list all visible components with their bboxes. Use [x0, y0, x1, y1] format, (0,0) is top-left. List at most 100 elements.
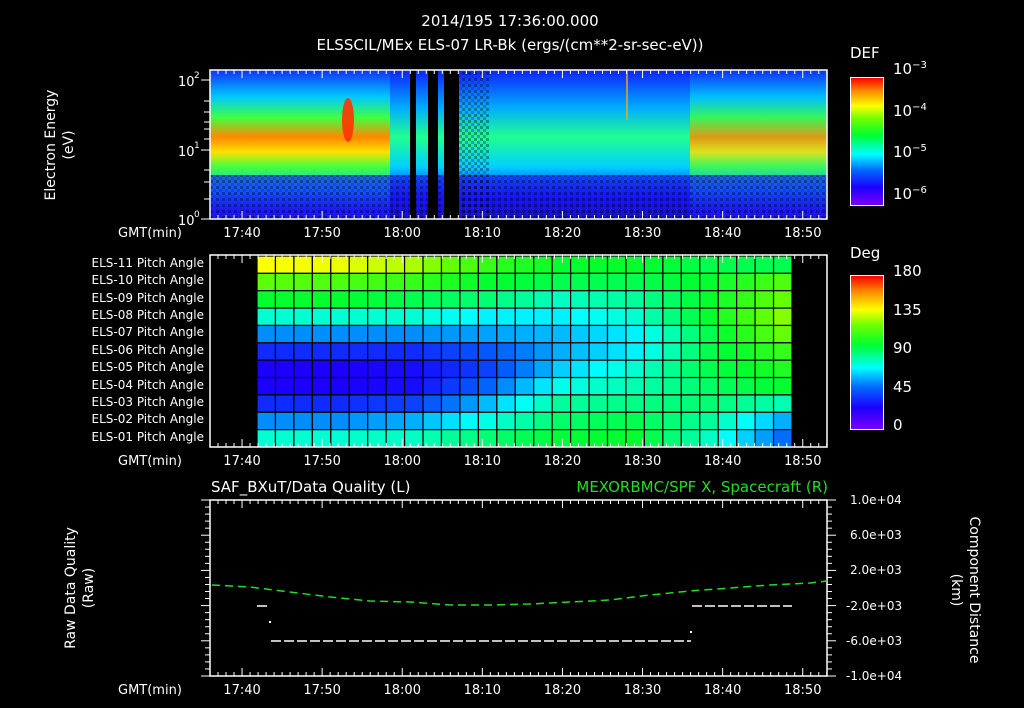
colorbar-tick-label: 45	[893, 377, 913, 396]
pitch-cell	[348, 429, 369, 448]
pitch-cell	[477, 272, 498, 292]
pitch-row-label: ELS-09 Pitch Angle	[91, 290, 204, 305]
time-tick-label: 18:10	[463, 454, 502, 469]
time-tick-label: 17:40	[223, 683, 261, 698]
pitch-cell	[367, 376, 387, 396]
pitch-cell	[662, 307, 682, 327]
pitch-row-label: ELS-06 Pitch Angle	[91, 342, 204, 357]
pitch-cell	[588, 359, 609, 379]
pitch-cell	[588, 290, 609, 309]
time-axis-1: GMT(min) 17:40 17:50 18:00 18:10 18:20 18:30 18…	[0, 226, 1024, 246]
right-ytick-label: -6.0e+03	[846, 633, 903, 648]
pitch-cell	[348, 359, 369, 379]
pitch-cell	[533, 272, 553, 292]
pitch-cell	[699, 376, 719, 396]
pitch-row-label: ELS-10 Pitch Angle	[91, 273, 204, 288]
pitch-cell	[311, 376, 332, 396]
pitch-cell	[551, 394, 572, 413]
svg-text:10: 10	[178, 145, 195, 160]
pitch-cell	[422, 394, 443, 413]
pitch-cell	[699, 342, 719, 361]
spectrogram-yticks: 10 2 10 1 10 0	[178, 71, 200, 229]
pitch-cell	[348, 272, 369, 292]
svg-text:10: 10	[178, 75, 195, 90]
pitch-cell	[680, 359, 701, 379]
pitch-cell	[533, 324, 553, 344]
yunit-right-text: (km)	[948, 573, 964, 607]
pitch-cell	[477, 411, 498, 431]
pitch-cell	[514, 255, 535, 274]
pitch-cell	[311, 394, 332, 413]
pitch-cell	[348, 255, 369, 274]
pitch-cell	[367, 411, 387, 431]
pitch-cell	[330, 272, 350, 292]
pitch-cell	[736, 342, 756, 361]
pitch-cell	[422, 359, 443, 379]
pitch-cell	[662, 272, 682, 292]
pitch-cell	[533, 359, 553, 379]
time-axis-label: GMT(min)	[118, 226, 182, 241]
pitch-cell	[643, 394, 664, 413]
pitch-cell	[699, 394, 719, 413]
pitch-cell	[533, 376, 553, 396]
pitch-cell	[551, 411, 572, 431]
pitch-cell	[772, 411, 793, 431]
pitch-cell	[754, 324, 775, 344]
pitch-cell	[459, 376, 479, 396]
pitch-cell	[348, 342, 369, 361]
pitch-cell	[385, 324, 406, 344]
pitch-cell	[330, 307, 350, 327]
pitch-cell	[625, 255, 646, 274]
pitch-cell	[606, 342, 627, 361]
time-tick-label: 17:40	[223, 226, 261, 241]
pitch-cell	[606, 394, 627, 413]
pitch-cell	[348, 324, 369, 344]
pitch-cell	[772, 324, 793, 344]
pitch-cell	[662, 394, 682, 413]
pitch-cell	[736, 376, 756, 396]
pitch-cell	[736, 429, 756, 448]
pitch-cell	[422, 411, 443, 431]
pitch-cell	[514, 411, 535, 431]
pitch-cell	[736, 359, 756, 379]
pitch-cell	[274, 429, 295, 448]
pitch-row-label: ELS-03 Pitch Angle	[91, 394, 204, 409]
pitch-cell	[459, 429, 479, 448]
pitch-cell	[459, 290, 479, 309]
quality-ylabel: Raw Data Quality (Raw)	[62, 527, 98, 649]
pitch-cell	[293, 324, 313, 344]
pitch-cell	[533, 255, 553, 274]
pitch-cell	[680, 324, 701, 344]
pitch-cell	[293, 429, 313, 448]
colorbar-tick-label: 135	[893, 300, 922, 319]
pitch-cell	[625, 429, 646, 448]
pitch-cell	[754, 272, 775, 292]
pitch-cell	[274, 255, 295, 274]
pitch-cell	[293, 342, 313, 361]
pitch-cell	[367, 394, 387, 413]
pitch-cell	[717, 272, 738, 292]
time-tick-label: 18:50	[784, 226, 822, 241]
colorbar-tick-label: 10−6	[893, 185, 927, 203]
pitch-cell	[256, 272, 277, 292]
pitch-cell	[606, 359, 627, 379]
pitch-cell	[717, 307, 738, 327]
pitch-cell	[551, 429, 572, 448]
pitch-cell	[717, 255, 738, 274]
pitch-row-label: ELS-08 Pitch Angle	[91, 308, 204, 323]
pitch-cell	[311, 290, 332, 309]
pitch-cell	[459, 342, 479, 361]
pitch-cell	[459, 272, 479, 292]
time-tick-label: 18:00	[383, 683, 421, 698]
pitch-cell	[588, 411, 609, 431]
pitch-cell	[606, 376, 627, 396]
pitch-cell	[736, 411, 756, 431]
time-tick-label: 18:10	[463, 226, 502, 241]
time-tick-label: 18:20	[543, 454, 582, 469]
svg-text:0: 0	[194, 210, 200, 220]
pitch-cell	[367, 324, 387, 344]
plot-subtitle: ELSSCIL/MEx ELS-07 LR-Bk (ergs/(cm**2-sr…	[316, 36, 704, 54]
pitch-cell	[533, 290, 553, 309]
pitch-cell	[625, 411, 646, 431]
